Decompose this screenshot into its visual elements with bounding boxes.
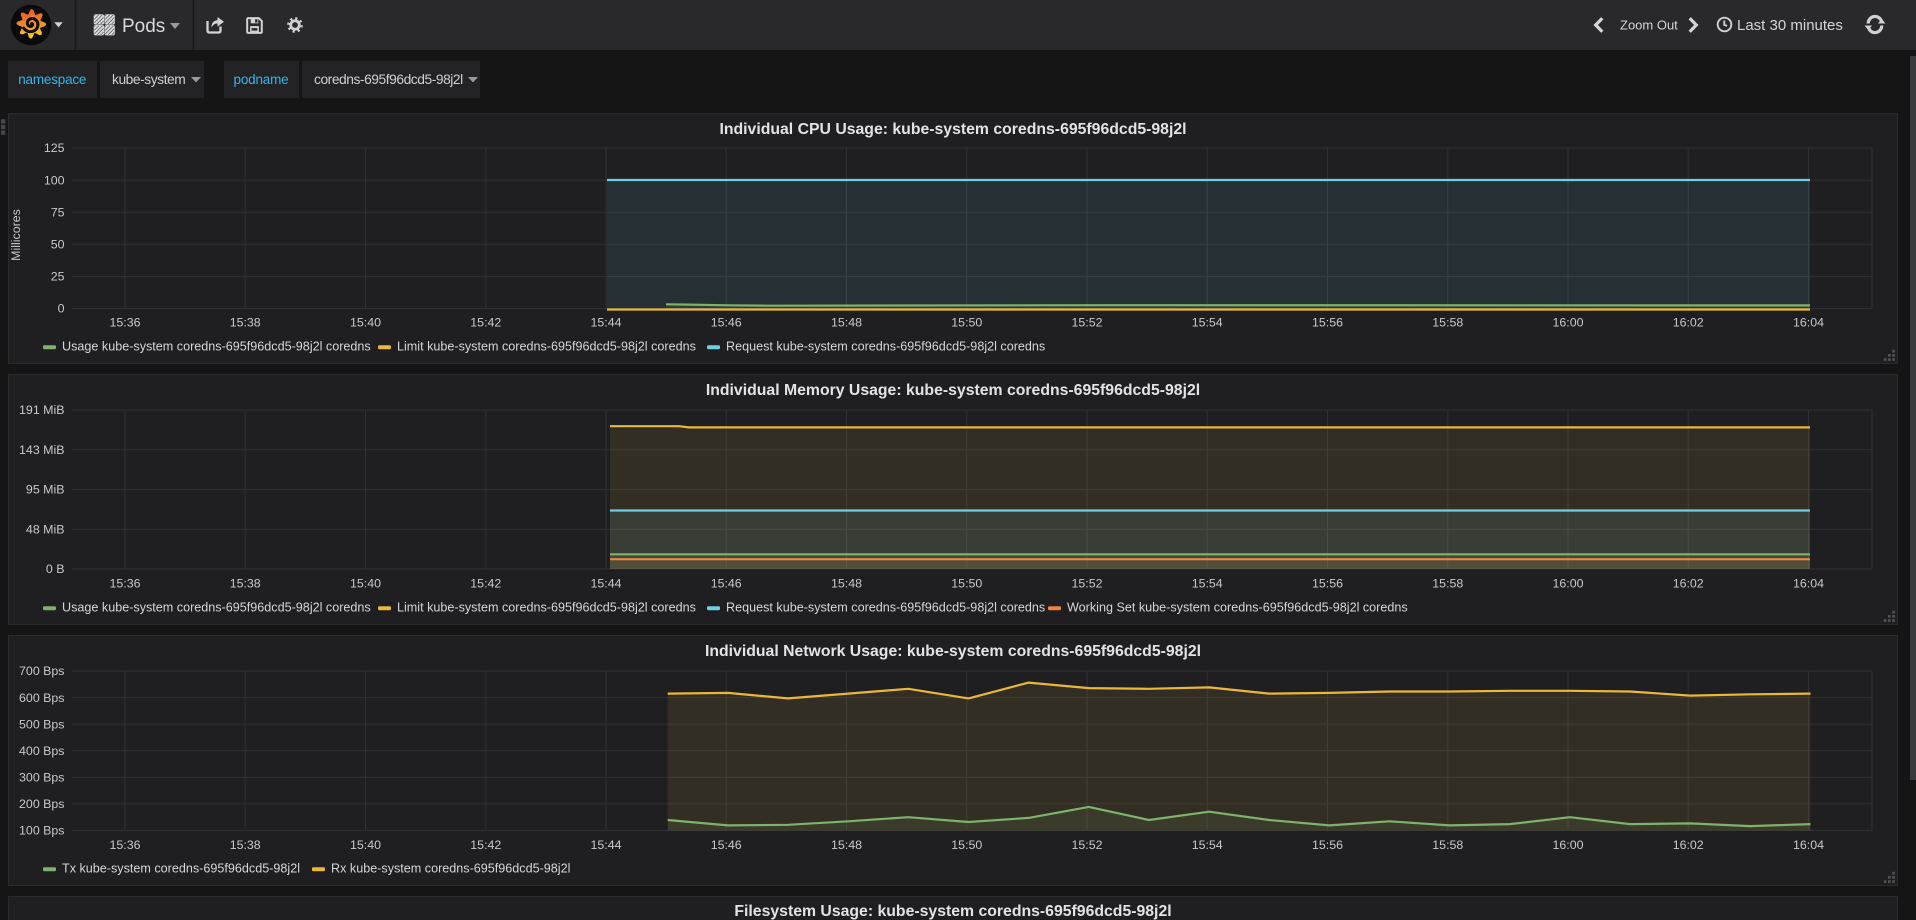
svg-text:15:42: 15:42	[470, 316, 501, 330]
svg-text:0 B: 0 B	[46, 562, 65, 576]
svg-text:143 MiB: 143 MiB	[19, 443, 64, 457]
svg-text:48 MiB: 48 MiB	[26, 522, 65, 536]
svg-text:15:50: 15:50	[951, 838, 982, 852]
svg-text:15:52: 15:52	[1071, 577, 1102, 591]
svg-text:16:04: 16:04	[1793, 316, 1824, 330]
svg-text:15:52: 15:52	[1071, 838, 1102, 852]
svg-text:400 Bps: 400 Bps	[19, 744, 64, 758]
svg-text:Filesystem Usage: kube-system: Filesystem Usage: kube-system coredns-69…	[734, 903, 1171, 920]
svg-text:75: 75	[51, 205, 65, 219]
svg-text:15:48: 15:48	[831, 316, 862, 330]
svg-text:0: 0	[58, 302, 65, 316]
svg-text:16:02: 16:02	[1673, 316, 1704, 330]
svg-text:Limit kube-system coredns-695f: Limit kube-system coredns-695f96dcd5-98j…	[397, 601, 696, 615]
svg-text:16:00: 16:00	[1552, 316, 1583, 330]
svg-text:15:38: 15:38	[230, 316, 261, 330]
svg-text:700 Bps: 700 Bps	[19, 664, 64, 678]
svg-text:15:44: 15:44	[590, 577, 621, 591]
svg-text:95 MiB: 95 MiB	[26, 483, 65, 497]
svg-text:15:44: 15:44	[590, 316, 621, 330]
svg-text:200 Bps: 200 Bps	[19, 797, 64, 811]
svg-text:15:36: 15:36	[109, 577, 140, 591]
svg-text:16:04: 16:04	[1793, 577, 1824, 591]
svg-text:15:42: 15:42	[470, 838, 501, 852]
svg-text:100: 100	[44, 173, 65, 187]
svg-text:16:02: 16:02	[1673, 838, 1704, 852]
svg-text:Request kube-system coredns-69: Request kube-system coredns-695f96dcd5-9…	[726, 340, 1045, 354]
svg-text:15:54: 15:54	[1192, 838, 1223, 852]
svg-text:Individual Memory Usage: kube-: Individual Memory Usage: kube-system cor…	[706, 382, 1200, 399]
svg-text:Last 30 minutes: Last 30 minutes	[1737, 17, 1843, 34]
svg-text:Individual CPU Usage: kube-sys: Individual CPU Usage: kube-system coredn…	[719, 121, 1186, 138]
svg-text:15:40: 15:40	[350, 316, 381, 330]
svg-text:15:46: 15:46	[711, 838, 742, 852]
svg-text:Request kube-system coredns-69: Request kube-system coredns-695f96dcd5-9…	[726, 601, 1045, 615]
svg-text:Millicores: Millicores	[9, 209, 23, 261]
svg-text:16:00: 16:00	[1552, 838, 1583, 852]
svg-text:15:58: 15:58	[1432, 316, 1463, 330]
svg-text:15:56: 15:56	[1312, 316, 1343, 330]
svg-text:15:46: 15:46	[711, 316, 742, 330]
svg-text:Usage kube-system coredns-695f: Usage kube-system coredns-695f96dcd5-98j…	[62, 340, 371, 354]
svg-text:15:40: 15:40	[350, 838, 381, 852]
svg-text:15:38: 15:38	[230, 838, 261, 852]
svg-text:600 Bps: 600 Bps	[19, 691, 64, 705]
svg-text:15:36: 15:36	[109, 838, 140, 852]
svg-text:15:44: 15:44	[590, 838, 621, 852]
svg-text:15:50: 15:50	[951, 577, 982, 591]
svg-text:15:54: 15:54	[1192, 316, 1223, 330]
svg-text:16:00: 16:00	[1552, 577, 1583, 591]
svg-text:15:58: 15:58	[1432, 577, 1463, 591]
svg-text:16:02: 16:02	[1673, 577, 1704, 591]
svg-text:Pods: Pods	[122, 16, 165, 37]
svg-text:15:48: 15:48	[831, 577, 862, 591]
svg-text:15:54: 15:54	[1192, 577, 1223, 591]
svg-text:16:04: 16:04	[1793, 838, 1824, 852]
svg-text:15:50: 15:50	[951, 316, 982, 330]
svg-text:Zoom Out: Zoom Out	[1620, 18, 1678, 33]
svg-text:Individual Network Usage: kube: Individual Network Usage: kube-system co…	[705, 643, 1201, 660]
svg-text:500 Bps: 500 Bps	[19, 717, 64, 731]
svg-text:15:56: 15:56	[1312, 838, 1343, 852]
svg-text:15:46: 15:46	[711, 577, 742, 591]
svg-text:15:58: 15:58	[1432, 838, 1463, 852]
svg-text:Tx kube-system coredns-695f96d: Tx kube-system coredns-695f96dcd5-98j2l	[62, 862, 300, 876]
svg-text:25: 25	[51, 270, 65, 284]
svg-text:15:42: 15:42	[470, 577, 501, 591]
svg-text:15:48: 15:48	[831, 838, 862, 852]
svg-text:50: 50	[51, 238, 65, 252]
svg-text:Limit kube-system coredns-695f: Limit kube-system coredns-695f96dcd5-98j…	[397, 340, 696, 354]
svg-text:125: 125	[44, 141, 65, 155]
svg-text:Rx kube-system coredns-695f96d: Rx kube-system coredns-695f96dcd5-98j2l	[331, 862, 570, 876]
svg-text:15:40: 15:40	[350, 577, 381, 591]
svg-text:100 Bps: 100 Bps	[19, 824, 64, 838]
svg-text:15:52: 15:52	[1071, 316, 1102, 330]
svg-text:191 MiB: 191 MiB	[19, 403, 64, 417]
svg-text:Usage kube-system coredns-695f: Usage kube-system coredns-695f96dcd5-98j…	[62, 601, 371, 615]
svg-text:15:36: 15:36	[109, 316, 140, 330]
svg-text:Working Set kube-system coredn: Working Set kube-system coredns-695f96dc…	[1067, 601, 1408, 615]
svg-text:15:56: 15:56	[1312, 577, 1343, 591]
svg-text:15:38: 15:38	[230, 577, 261, 591]
svg-text:300 Bps: 300 Bps	[19, 771, 64, 785]
